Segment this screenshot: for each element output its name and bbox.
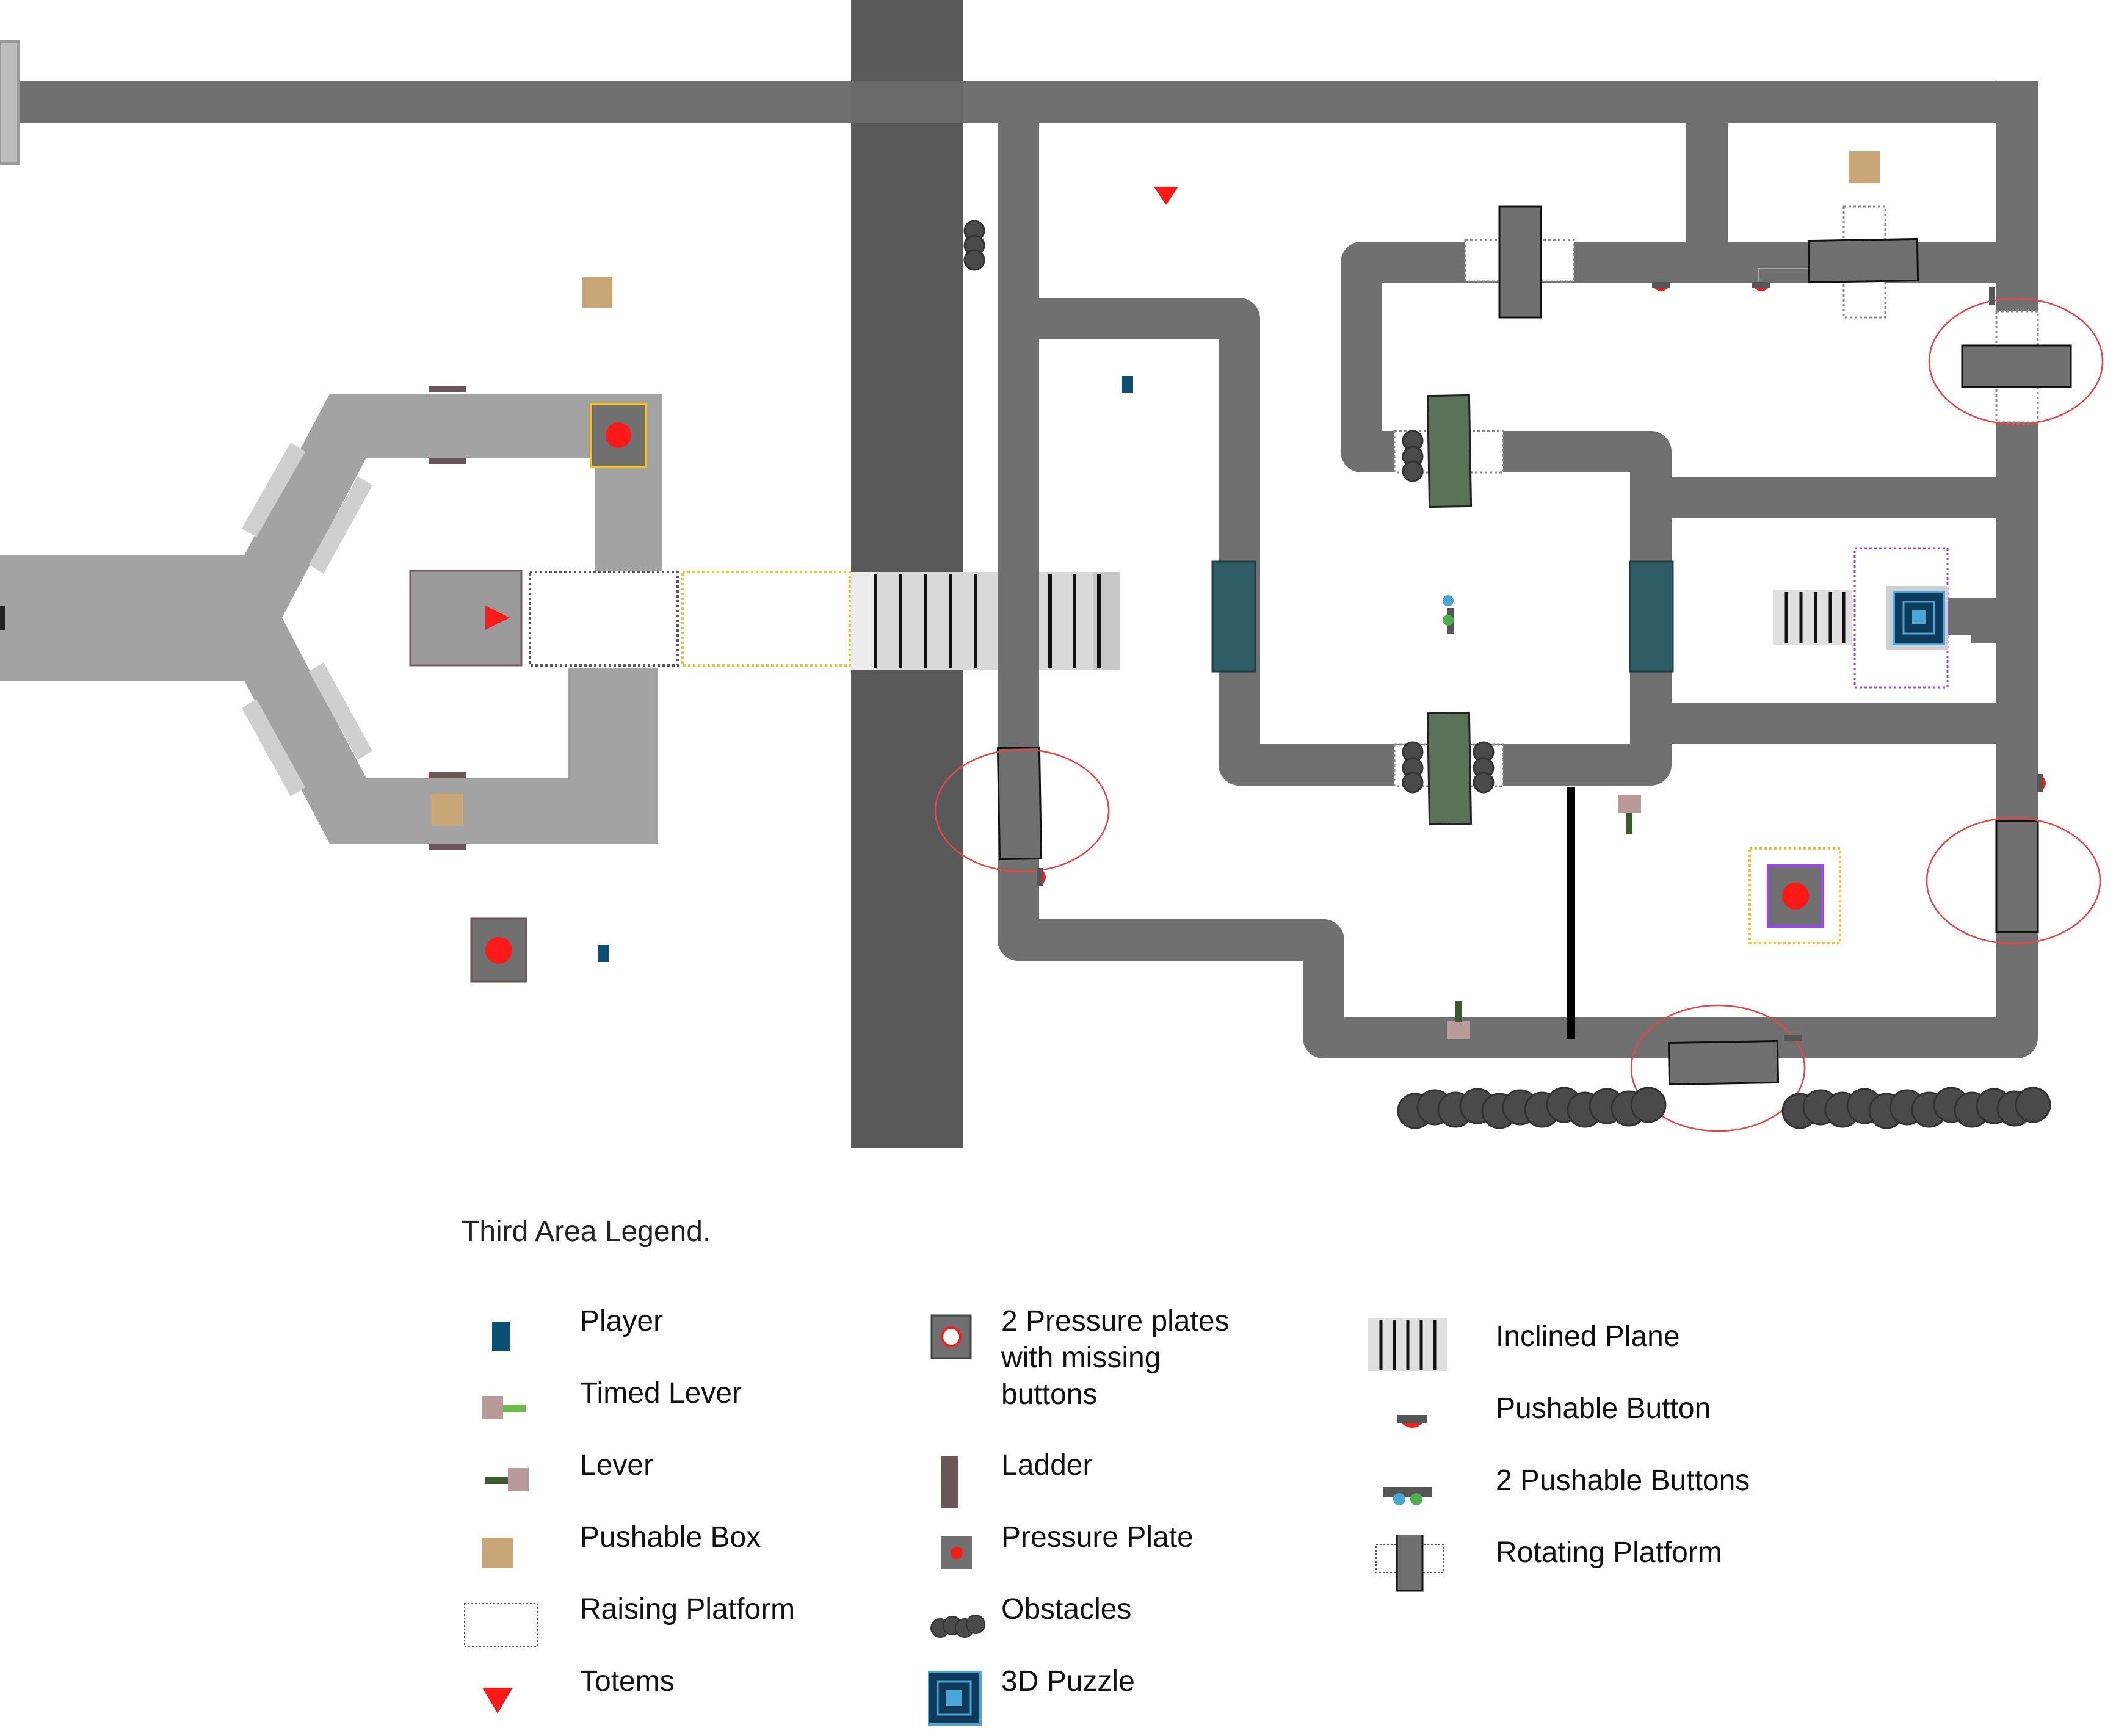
pushable-buttons: [1037, 282, 2046, 1041]
raising-platform: [529, 571, 679, 667]
pushable-button-icon: [1397, 1415, 1427, 1428]
lever-icon: [485, 1468, 529, 1491]
puzzle-area: [1773, 547, 1949, 689]
rotating-platform-icon: [1375, 1535, 1444, 1592]
player-marker: [598, 945, 609, 962]
inclined-plane-icon: [1368, 1318, 1447, 1371]
legend-item-pressure-plate: Pressure Plate: [928, 1519, 1392, 1586]
rotating-platform: [1464, 205, 1575, 319]
rotating-platform-vertical: [996, 746, 1043, 861]
legend-item-totems: Totems: [464, 1663, 928, 1731]
map-canvas: [0, 0, 2104, 1148]
pushable-box: [1849, 151, 1880, 183]
legend-label: 2 Pressure plates with missing buttons: [1001, 1305, 1230, 1411]
rotating-platform-green-top: [1393, 394, 1504, 508]
ladder-marker: [429, 386, 466, 392]
ladder-pole: [1567, 787, 1575, 1039]
legend-item-ladder: Ladder: [928, 1447, 1392, 1514]
highlight-rings: [934, 297, 2104, 1132]
legend-label: Totems: [580, 1665, 675, 1698]
legend-item-rotating-platform: Rotating Platform: [1368, 1535, 1832, 1602]
legend-label: Pushable Box: [580, 1521, 761, 1553]
rotating-platform: [1807, 205, 1919, 319]
legend-label: Pressure Plate: [1001, 1521, 1194, 1553]
pushable-box: [582, 277, 612, 308]
legend-item-raising-platform: Raising Platform: [464, 1591, 928, 1658]
rotating-platform-green-bottom: [1393, 711, 1504, 826]
legend-label: 2 Pushable Buttons: [1496, 1464, 1750, 1497]
raising-platform-icon: [464, 1603, 538, 1647]
puzzle-3d-icon: [928, 1671, 982, 1726]
column-corridor-overlap: [851, 81, 963, 123]
legend-item-obstacles: Obstacles: [928, 1591, 1392, 1658]
legend-label: 3D Puzzle: [1001, 1665, 1135, 1698]
rotating-platform-horizontal: [1667, 1040, 1780, 1086]
teal-platform: [1211, 560, 1256, 673]
legend-label: Obstacles: [1001, 1593, 1132, 1626]
legend-title: Third Area Legend.: [462, 1215, 711, 1248]
right-corridor-stub: [1941, 598, 2002, 635]
legend-item-lever: Lever: [464, 1447, 928, 1514]
legend-label: Inclined Plane: [1496, 1320, 1680, 1353]
totem: [1154, 187, 1178, 205]
legend-label: Raising Platform: [580, 1593, 795, 1626]
legend-item-puzzle-3d: 3D Puzzle: [928, 1663, 1392, 1731]
legend-item-pushable-box: Pushable Box: [464, 1519, 928, 1586]
pushable-box: [431, 794, 463, 826]
timed-lever-icon: [482, 1396, 526, 1419]
pressure-plates-missing-buttons-icon: [930, 1314, 972, 1359]
ladder-marker: [429, 458, 466, 464]
legend-label: Lever: [580, 1449, 654, 1481]
legend-item-player: Player: [464, 1303, 928, 1370]
legend-label: Ladder: [1001, 1449, 1093, 1481]
lever: [1447, 1001, 1470, 1039]
ladder-marker: [429, 844, 466, 850]
legend-item-inclined-plane: Inclined Plane: [1368, 1318, 1832, 1386]
legend-item-timed-lever: Timed Lever: [464, 1375, 928, 1442]
pressure-plate-dot: [1782, 883, 1809, 910]
legend-label: Pushable Button: [1496, 1392, 1711, 1425]
legend-item-pushable-button: Pushable Button: [1368, 1391, 1832, 1458]
left-edge-gate: [0, 40, 20, 165]
wire: [1758, 268, 1808, 281]
pressure-plate-dot: [485, 937, 512, 964]
pressure-plate-icon: [941, 1536, 972, 1569]
rotating-platform: [1961, 310, 2072, 424]
pushable-box-icon: [482, 1538, 513, 1568]
totem-icon: [482, 1688, 513, 1713]
teal-platform: [1629, 560, 1674, 673]
totem: [485, 606, 510, 630]
left-gate-marker: [0, 606, 5, 630]
legend-item-two-pressure-plates: 2 Pressure plates with missing buttons: [928, 1303, 1392, 1411]
ladder-marker: [429, 772, 466, 778]
legend-item-two-pushable-buttons: 2 Pushable Buttons: [1368, 1463, 1832, 1530]
left-wall-slabs: [242, 443, 372, 797]
legend-label: Timed Lever: [580, 1377, 742, 1409]
player-icon: [492, 1322, 510, 1351]
obstacles: [963, 220, 985, 271]
two-pushable-buttons-icon: [1383, 1487, 1432, 1505]
legend-label: Rotating Platform: [1496, 1536, 1722, 1569]
rotating-platform-vertical: [1995, 820, 2039, 933]
obstacles-icon: [930, 1615, 985, 1638]
player-marker: [1122, 376, 1133, 393]
timed-lever: [1618, 795, 1641, 834]
ladder-icon: [941, 1456, 958, 1508]
legend-label: Player: [580, 1305, 664, 1337]
raising-platform: [681, 571, 851, 667]
inclined-plane-bridge: [851, 572, 1120, 670]
obstacles-row: [1397, 1087, 2051, 1129]
pressure-plate-dot: [606, 422, 631, 448]
